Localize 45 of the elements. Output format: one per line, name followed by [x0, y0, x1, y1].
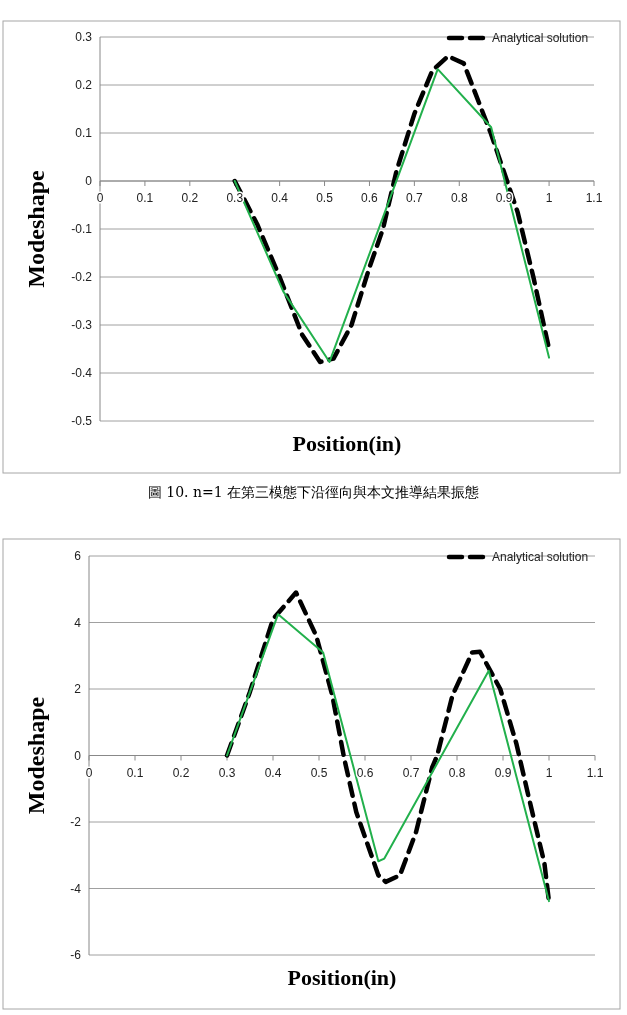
x-tick-label: 0.7	[406, 191, 424, 205]
x-tick-label: 0	[96, 191, 104, 205]
x-tick-label: 0.3	[218, 765, 236, 780]
y-tick-label: -0.4	[71, 366, 93, 380]
y-axis-title: Modeshape	[23, 696, 49, 815]
y-tick-label: 6	[74, 549, 82, 563]
y-tick-label: 0	[74, 748, 82, 763]
x-tick-label: 0.7	[402, 765, 420, 780]
x-tick-label: 0.9	[494, 765, 512, 780]
y-tick-label: 0.3	[75, 30, 93, 44]
y-tick-label: -0.2	[71, 270, 93, 284]
y-tick-label: -0.3	[71, 318, 93, 332]
legend-label: Analytical solution	[492, 31, 589, 45]
x-tick-label: 0.5	[316, 191, 334, 205]
y-tick-label: 0.1	[75, 126, 93, 140]
x-tick-label: 0.6	[361, 191, 379, 205]
y-tick-label: -2	[70, 815, 82, 829]
x-tick-label: 0.5	[310, 765, 328, 780]
y-tick-label: 4	[74, 615, 82, 630]
y-axis-title: Modeshape	[23, 169, 49, 288]
x-axis-title: Position(in)	[292, 431, 402, 456]
x-tick-label: 0.8	[450, 191, 468, 205]
legend-label: Analytical solution	[492, 550, 589, 564]
y-tick-label: -0.1	[71, 222, 93, 236]
y-tick-label: 0	[85, 174, 93, 188]
x-tick-label: 1.1	[586, 765, 604, 780]
y-tick-label: -4	[70, 881, 82, 896]
x-tick-label: 0.3	[226, 191, 244, 205]
x-tick-label: 0.1	[136, 191, 154, 205]
x-tick-label: 0.2	[181, 191, 199, 205]
y-tick-label: 2	[74, 682, 82, 696]
caption: 圖 10. n=1 在第三模態下沿徑向與本文推導結果振態	[146, 484, 481, 502]
y-tick-label: -0.5	[71, 414, 93, 428]
x-tick-label: 0.8	[448, 765, 466, 780]
x-tick-label: 0.6	[356, 765, 374, 780]
x-tick-label: 0.2	[172, 765, 190, 780]
y-tick-label: 0.2	[75, 78, 93, 92]
x-axis-title: Position(in)	[287, 965, 397, 990]
x-tick-label: 1	[545, 191, 553, 205]
x-tick-label: 0.4	[271, 191, 289, 205]
y-tick-label: -6	[70, 948, 82, 962]
x-tick-label: 1.1	[585, 191, 603, 205]
x-tick-label: 0.4	[264, 765, 282, 780]
x-tick-label: 0.1	[126, 765, 144, 780]
x-tick-label: 1	[545, 765, 553, 780]
